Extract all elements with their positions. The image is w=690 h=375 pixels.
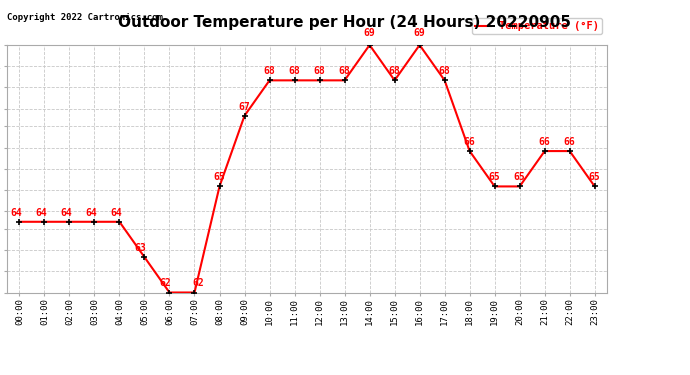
Text: 69: 69 — [364, 28, 375, 38]
Text: 66: 66 — [464, 137, 475, 147]
Text: 62: 62 — [193, 278, 204, 288]
Text: 65: 65 — [514, 172, 526, 182]
Text: 67: 67 — [239, 102, 250, 111]
Text: 66: 66 — [539, 137, 551, 147]
Text: 68: 68 — [288, 66, 300, 76]
Legend: Temperature (°F): Temperature (°F) — [472, 18, 602, 34]
Text: 65: 65 — [489, 172, 500, 182]
Text: 62: 62 — [159, 278, 171, 288]
Text: 64: 64 — [11, 208, 23, 218]
Text: 69: 69 — [414, 28, 426, 38]
Text: 63: 63 — [135, 243, 146, 253]
Text: 65: 65 — [214, 172, 226, 182]
Text: Copyright 2022 Cartronics.com: Copyright 2022 Cartronics.com — [7, 13, 163, 22]
Text: 64: 64 — [61, 208, 72, 218]
Text: 68: 68 — [339, 66, 351, 76]
Text: 68: 68 — [264, 66, 275, 76]
Text: 64: 64 — [86, 208, 97, 218]
Text: 68: 68 — [314, 66, 326, 76]
Text: 66: 66 — [564, 137, 575, 147]
Text: 65: 65 — [589, 172, 600, 182]
Text: 64: 64 — [36, 208, 48, 218]
Text: 68: 68 — [439, 66, 451, 76]
Text: 68: 68 — [388, 66, 400, 76]
Text: 64: 64 — [111, 208, 123, 218]
Text: Outdoor Temperature per Hour (24 Hours) 20220905: Outdoor Temperature per Hour (24 Hours) … — [119, 15, 571, 30]
